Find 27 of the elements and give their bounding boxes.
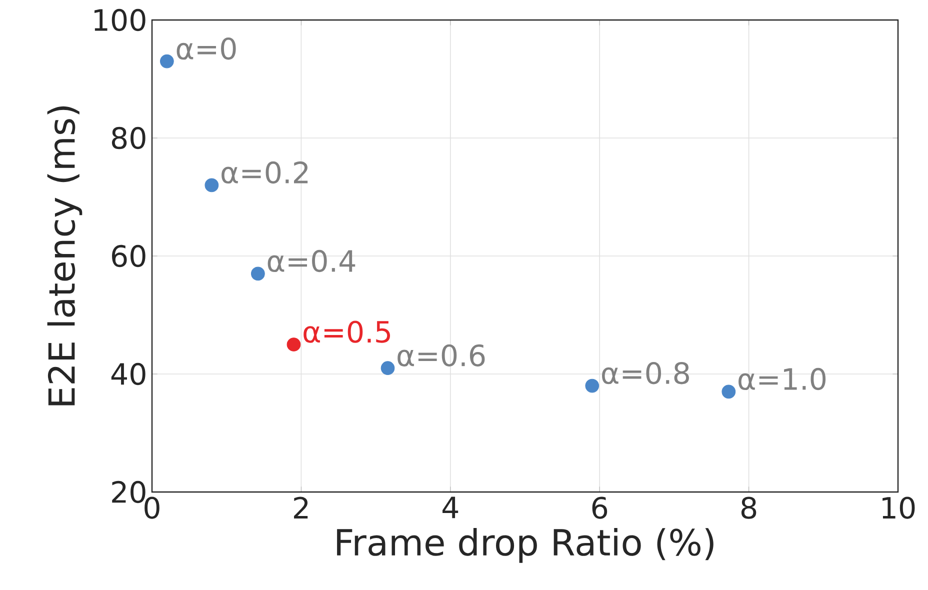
y-tick-label: 20 [112, 480, 146, 504]
annotation: α=0.6 [398, 344, 485, 367]
annotation: α=1.0 [738, 368, 826, 390]
annotation: α=0.8 [602, 362, 689, 384]
x-axis-title: Frame drop Ratio (%) [337, 528, 714, 563]
x-tick-label: 4 [442, 496, 458, 518]
point [585, 378, 600, 393]
y-tick-label: 60 [112, 244, 146, 268]
y-tick-label: 80 [112, 126, 146, 150]
y-tick-label: 40 [111, 362, 146, 386]
point [204, 178, 219, 192]
point [251, 266, 265, 281]
point [380, 361, 395, 376]
x-tick-label: 8 [741, 496, 756, 519]
point [286, 338, 301, 352]
annotation: α=0.5 [304, 320, 390, 343]
annotation: α=0 [176, 38, 236, 60]
x-tick-label: 6 [592, 496, 608, 519]
y-tick-label: 100 [94, 8, 146, 32]
annotation: α=0.4 [268, 250, 356, 272]
y-axis-title: E2E latency (ms) [47, 106, 82, 406]
annotation: α=0.2 [222, 161, 308, 184]
point [722, 384, 736, 399]
x-tick-label: 0 [144, 496, 160, 519]
x-tick-label: 10 [882, 496, 915, 519]
x-tick-label: 2 [294, 496, 308, 518]
point [160, 54, 174, 68]
